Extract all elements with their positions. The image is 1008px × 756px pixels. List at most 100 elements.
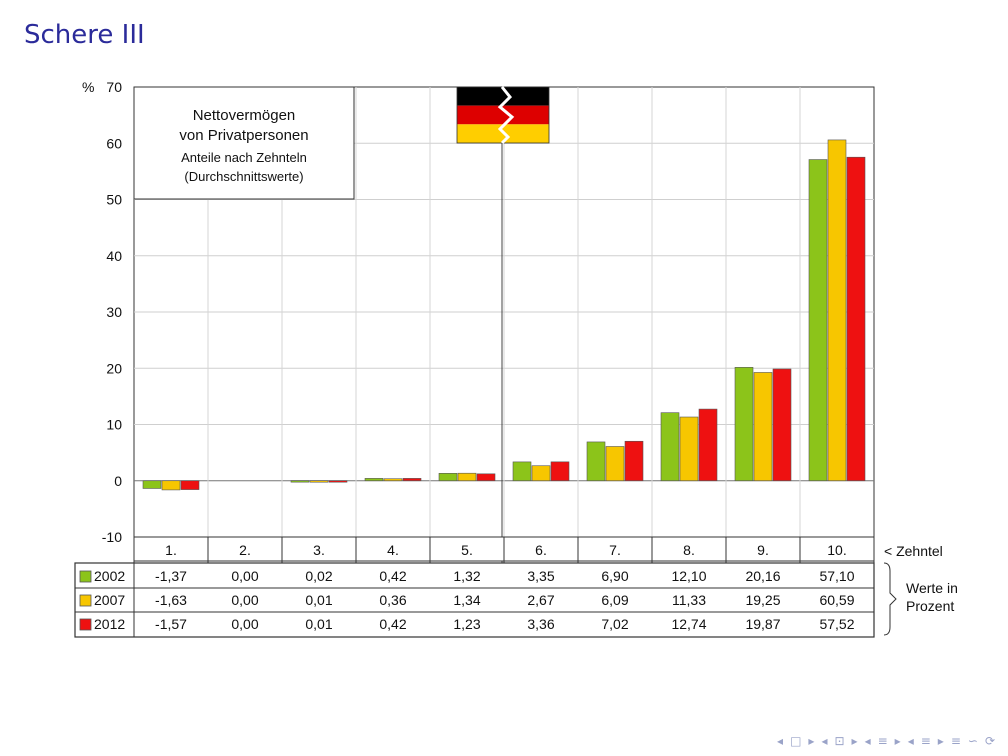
category-label: 2.	[239, 542, 251, 558]
nav-icon[interactable]: ◂	[864, 734, 872, 748]
bar-2007-1	[161, 480, 181, 491]
nav-icon[interactable]: ◂	[907, 734, 915, 748]
nav-icon[interactable]: ⟳	[984, 734, 996, 748]
bar-2012-1	[180, 480, 200, 490]
category-label: 6.	[535, 542, 547, 558]
table-cell: 0,00	[231, 616, 258, 632]
bar-2002-9	[734, 367, 754, 482]
table-cell: 3,36	[527, 616, 554, 632]
table-cell: 1,23	[453, 616, 480, 632]
category-label: 9.	[757, 542, 769, 558]
table-cell: 1,34	[453, 592, 480, 608]
y-tick-label: 50	[106, 192, 122, 208]
table-cell: 12,74	[671, 616, 706, 632]
category-label: 1.	[165, 542, 177, 558]
category-label: 8.	[683, 542, 695, 558]
y-tick-label: 10	[106, 417, 122, 433]
chart-subtitle-line: Anteile nach Zehnteln	[181, 150, 307, 165]
y-tick-label: 30	[106, 304, 122, 320]
bar-2002-7	[586, 441, 606, 482]
nav-icon[interactable]: ∽	[967, 734, 979, 748]
bar-2012-7	[624, 440, 644, 482]
table-cell: 60,59	[819, 592, 854, 608]
y-tick-label: 20	[106, 360, 122, 376]
bar-2002-1	[142, 480, 162, 489]
table-cell: 0,42	[379, 568, 406, 584]
values-bracket	[883, 562, 897, 636]
table-cell: 0,36	[379, 592, 406, 608]
table-cell: 57,10	[819, 568, 854, 584]
bar-2007-7	[605, 446, 625, 482]
nav-icon[interactable]: □	[790, 734, 803, 748]
bar-2007-10	[827, 139, 847, 482]
bar-2012-10	[846, 156, 866, 482]
nav-icon[interactable]: ▸	[851, 734, 859, 748]
table-cell: 0,00	[231, 568, 258, 584]
table-cell: 2,67	[527, 592, 554, 608]
table-cell: 6,90	[601, 568, 628, 584]
legend-swatch-2012	[79, 618, 92, 631]
table-cell: 19,25	[745, 592, 780, 608]
category-suffix: < Zehntel	[884, 543, 943, 559]
y-tick-label: 40	[106, 248, 122, 264]
beamer-navigation[interactable]: ◂ □ ▸ ◂ ⊡ ▸ ◂ ≡ ▸ ◂ ≡ ▸ ≡ ∽ ⟳	[771, 734, 996, 748]
table-cell: 20,16	[745, 568, 780, 584]
y-axis-unit: %	[82, 79, 94, 95]
table-body	[74, 562, 875, 638]
bar-2012-4	[402, 478, 422, 482]
bar-2012-6	[550, 461, 570, 482]
bar-2002-4	[364, 478, 384, 482]
category-label: 10.	[827, 542, 846, 558]
table-cell: 19,87	[745, 616, 780, 632]
nav-icon[interactable]: ◂	[821, 734, 829, 748]
legend-swatch-2002	[79, 570, 92, 583]
table-cell: 0,00	[231, 592, 258, 608]
table-cell: 57,52	[819, 616, 854, 632]
category-label: 5.	[461, 542, 473, 558]
nav-icon[interactable]: ⊡	[834, 734, 846, 748]
bar-2012-3	[328, 480, 348, 483]
nav-icon[interactable]: ▸	[937, 734, 945, 748]
chart-subtitle-line: (Durchschnittswerte)	[184, 169, 303, 184]
table-cell: 7,02	[601, 616, 628, 632]
bar-2007-9	[753, 372, 773, 482]
table-cell: 11,33	[672, 592, 706, 608]
nav-icon[interactable]: ◂	[777, 734, 785, 748]
chart-title-box	[133, 86, 355, 200]
bar-2012-5	[476, 473, 496, 482]
flag-stripe	[457, 87, 549, 106]
table-cell: 12,10	[671, 568, 706, 584]
category-label: 7.	[609, 542, 621, 558]
table-cell: -1,57	[155, 616, 187, 632]
bar-2007-3	[309, 480, 329, 483]
legend-swatch-2007	[79, 594, 92, 607]
category-label: 4.	[387, 542, 399, 558]
bar-2012-9	[772, 368, 792, 482]
bar-2007-4	[383, 478, 403, 482]
nav-icon[interactable]: ▸	[894, 734, 902, 748]
bar-2007-5	[457, 472, 477, 482]
table-cell: 1,32	[453, 568, 480, 584]
table-cell: 0,01	[305, 616, 332, 632]
nav-icon[interactable]: ≡	[877, 734, 889, 748]
nav-icon[interactable]: ▸	[808, 734, 816, 748]
bar-2002-5	[438, 473, 458, 482]
flag-split-mark	[497, 86, 515, 145]
table-cell: 0,02	[305, 568, 332, 584]
bar-2002-3	[290, 480, 310, 483]
bar-2002-10	[808, 159, 828, 482]
bar-2002-6	[512, 461, 532, 482]
category-label: 3.	[313, 542, 325, 558]
bar-2007-6	[531, 465, 551, 482]
table-cell: -1,37	[155, 568, 187, 584]
nav-icon[interactable]: ≡	[950, 734, 962, 748]
values-note: Prozent	[906, 598, 954, 614]
table-cell: 6,09	[601, 592, 628, 608]
table-cell: 3,35	[527, 568, 554, 584]
nav-icon[interactable]: ≡	[920, 734, 932, 748]
legend-label-2002: 2002	[94, 568, 125, 584]
legend-label-2012: 2012	[94, 616, 125, 632]
chart-title-line: Nettovermögen	[193, 107, 296, 124]
y-tick-label: 60	[106, 135, 122, 151]
legend-label-2007: 2007	[94, 592, 125, 608]
